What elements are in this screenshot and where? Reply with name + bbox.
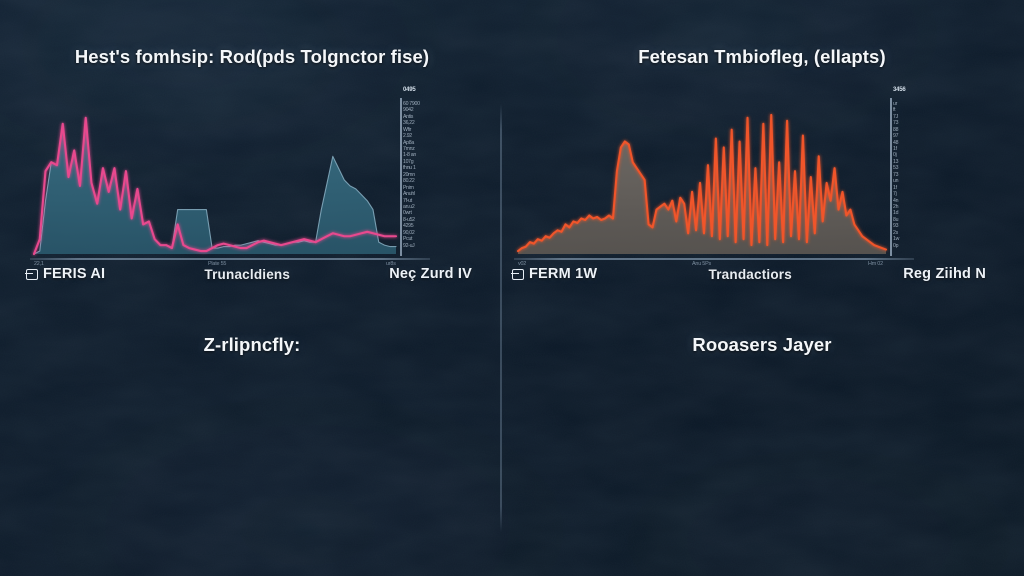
y-axis-tick: 1f	[893, 184, 897, 191]
panel-2-x-micro-mid: Anu 5Ps	[692, 261, 711, 267]
panel-1-left-label-text: FERIS AI	[43, 266, 106, 282]
y-axis-tick: Anuhl	[403, 191, 415, 198]
panel-1-plot[interactable]	[32, 106, 398, 256]
y-axis-tick: 4295	[403, 223, 414, 230]
panel-2-x-micro-left: v02	[518, 261, 527, 267]
y-axis-tick: 0p	[893, 242, 899, 249]
panel-1-right-label: Neç Zurd IV	[389, 266, 472, 282]
y-axis-tick: 73	[893, 171, 899, 178]
y-axis-tick: 8u	[893, 216, 899, 223]
panel-2-x-labels: FERM 1W Trandactiors Reg Ziihd N	[500, 266, 1024, 282]
y-axis-tick: 80.22	[403, 178, 415, 185]
y-axis-tick: 7f-ut	[403, 197, 412, 204]
panel-2-x-axis-line	[514, 258, 914, 260]
panel-2-y-axis: 3456 ur ft 7J 73 88 97 48 1f 0j 13 53 73 un 1f 7j 4n 2h 1…	[890, 87, 924, 256]
y-axis-tick: Ap8a	[403, 139, 414, 146]
y-axis-tick: 1w	[893, 236, 900, 243]
panel-1-title: Hest's fomhsip: Rod(pds Tolgnctor fise)	[74, 46, 430, 67]
panel-2-right-label: Reg Ziihd N	[903, 266, 986, 282]
y-axis-tick: 2h	[893, 203, 899, 210]
y-axis-tick: 1d	[893, 210, 899, 217]
y-axis-tick: fhnu 1	[403, 165, 416, 172]
series-area-teal-area	[34, 117, 396, 254]
y-axis-spine	[890, 98, 892, 256]
y-axis-tick: Antis	[403, 113, 414, 120]
y-axis-tick: 4n	[893, 197, 899, 204]
y-axis-tick: 90,02	[403, 229, 415, 236]
y-axis-tick: 8-u52	[403, 216, 415, 223]
y-axis-tick: 1f	[893, 146, 897, 153]
y-axis-tick: 13	[893, 158, 899, 165]
panel-2-title: Fetesan Tmbiofleg, (ellapts)	[638, 46, 886, 67]
panel-1-x-axis-line	[30, 258, 430, 260]
panel-1-mid-label: Trunacldiens	[204, 266, 291, 282]
panel-2-plot[interactable]	[516, 106, 888, 254]
panel-1-x-micro-mid: Plate 55	[208, 261, 227, 267]
chart-panel-1: Hest's fomhsip: Rod(pds Tolgnctor fise) …	[0, 0, 500, 288]
panel-1-x-labels: FERIS AI Trunacldiens Neç Zurd IV	[0, 266, 500, 282]
y-axis-tick: 53	[893, 165, 899, 172]
y-axis-tick: 2s	[893, 229, 898, 236]
y-axis-tick: 7j	[893, 191, 897, 198]
panel-2-x-micro-right: Hm 02	[868, 261, 883, 267]
plot-svg-2	[516, 113, 888, 254]
y-axis-tick: 48	[893, 139, 899, 146]
y-axis-tick: ur	[893, 101, 898, 107]
y-axis-tick: an.u2	[403, 203, 415, 210]
y-axis-tick: 36,22	[403, 120, 415, 127]
y-axis-tick: 2.92	[403, 133, 412, 140]
y-axis-spine	[400, 98, 402, 256]
y-axis-tick: 7mnz	[403, 146, 415, 153]
y-axis-tick: 92-uJ	[403, 242, 415, 249]
vertical-divider	[500, 104, 502, 532]
chart-panel-3: Z-rlipncfly: Ne 92 o02u203f4a768nm72u421…	[0, 288, 500, 576]
y-axis-tick: 60 7900	[403, 101, 420, 107]
y-axis-tick: 1-8 an	[403, 152, 416, 159]
y-axis-tick: ft	[893, 107, 896, 114]
y-axis-tick: 7J	[893, 113, 898, 120]
panel-3-title: Z-rlipncfly:	[203, 334, 301, 355]
y-axis-tick: 73	[893, 120, 899, 127]
y-axis-tick: 93	[893, 223, 899, 230]
y-axis-tick: Pcut	[403, 236, 413, 243]
y-axis-tick: 97	[893, 133, 899, 140]
panel-1-y-axis: 0495 60 7900 9042 Antis 36,22 Wfir 2.92 Ap8a 7m…	[400, 87, 434, 256]
series-area-orange-spike-line	[518, 114, 886, 254]
chart-panel-4: Rooasers Jayer 9213 20hnu7u29P 4rv2fA0pf…	[500, 288, 1024, 576]
y-axis-header: 3456	[893, 87, 906, 93]
chart-panel-2: Fetesan Tmbiofleg, (ellapts) 3456 ur ft 7J…	[500, 0, 1024, 288]
feris-brand-icon	[511, 268, 524, 280]
series-line-orange-spike-line	[516, 113, 888, 253]
series-line-pink-line	[32, 116, 398, 256]
y-axis-tick: 0wrt	[403, 210, 412, 217]
panel-2-mid-label: Trandactiors	[708, 266, 792, 282]
y-axis-tick: 107g	[403, 158, 414, 165]
y-axis-header: 0495	[403, 87, 416, 93]
feris-brand-icon	[25, 268, 38, 280]
y-axis-tick: Pnim	[403, 184, 414, 191]
y-axis-tick: un	[893, 178, 899, 185]
panel-2-brand-label: FERM 1W	[511, 266, 598, 282]
y-axis-tick: 0j	[893, 152, 897, 159]
panel-4-title: Rooasers Jayer	[692, 334, 832, 355]
y-axis-tick: Wfir	[403, 126, 412, 133]
y-axis-tick: 9042	[403, 107, 414, 114]
panel-2-left-label-text: FERM 1W	[529, 266, 598, 282]
panel-1-brand-label: FERIS AI	[25, 266, 106, 282]
panel-1-x-micro-left: 22,1	[34, 261, 44, 267]
panel-1-x-micro-right: ur8s	[386, 261, 396, 267]
y-axis-tick: 20mn	[403, 171, 415, 178]
y-axis-tick: 88	[893, 126, 899, 133]
plot-svg-1	[32, 116, 398, 256]
